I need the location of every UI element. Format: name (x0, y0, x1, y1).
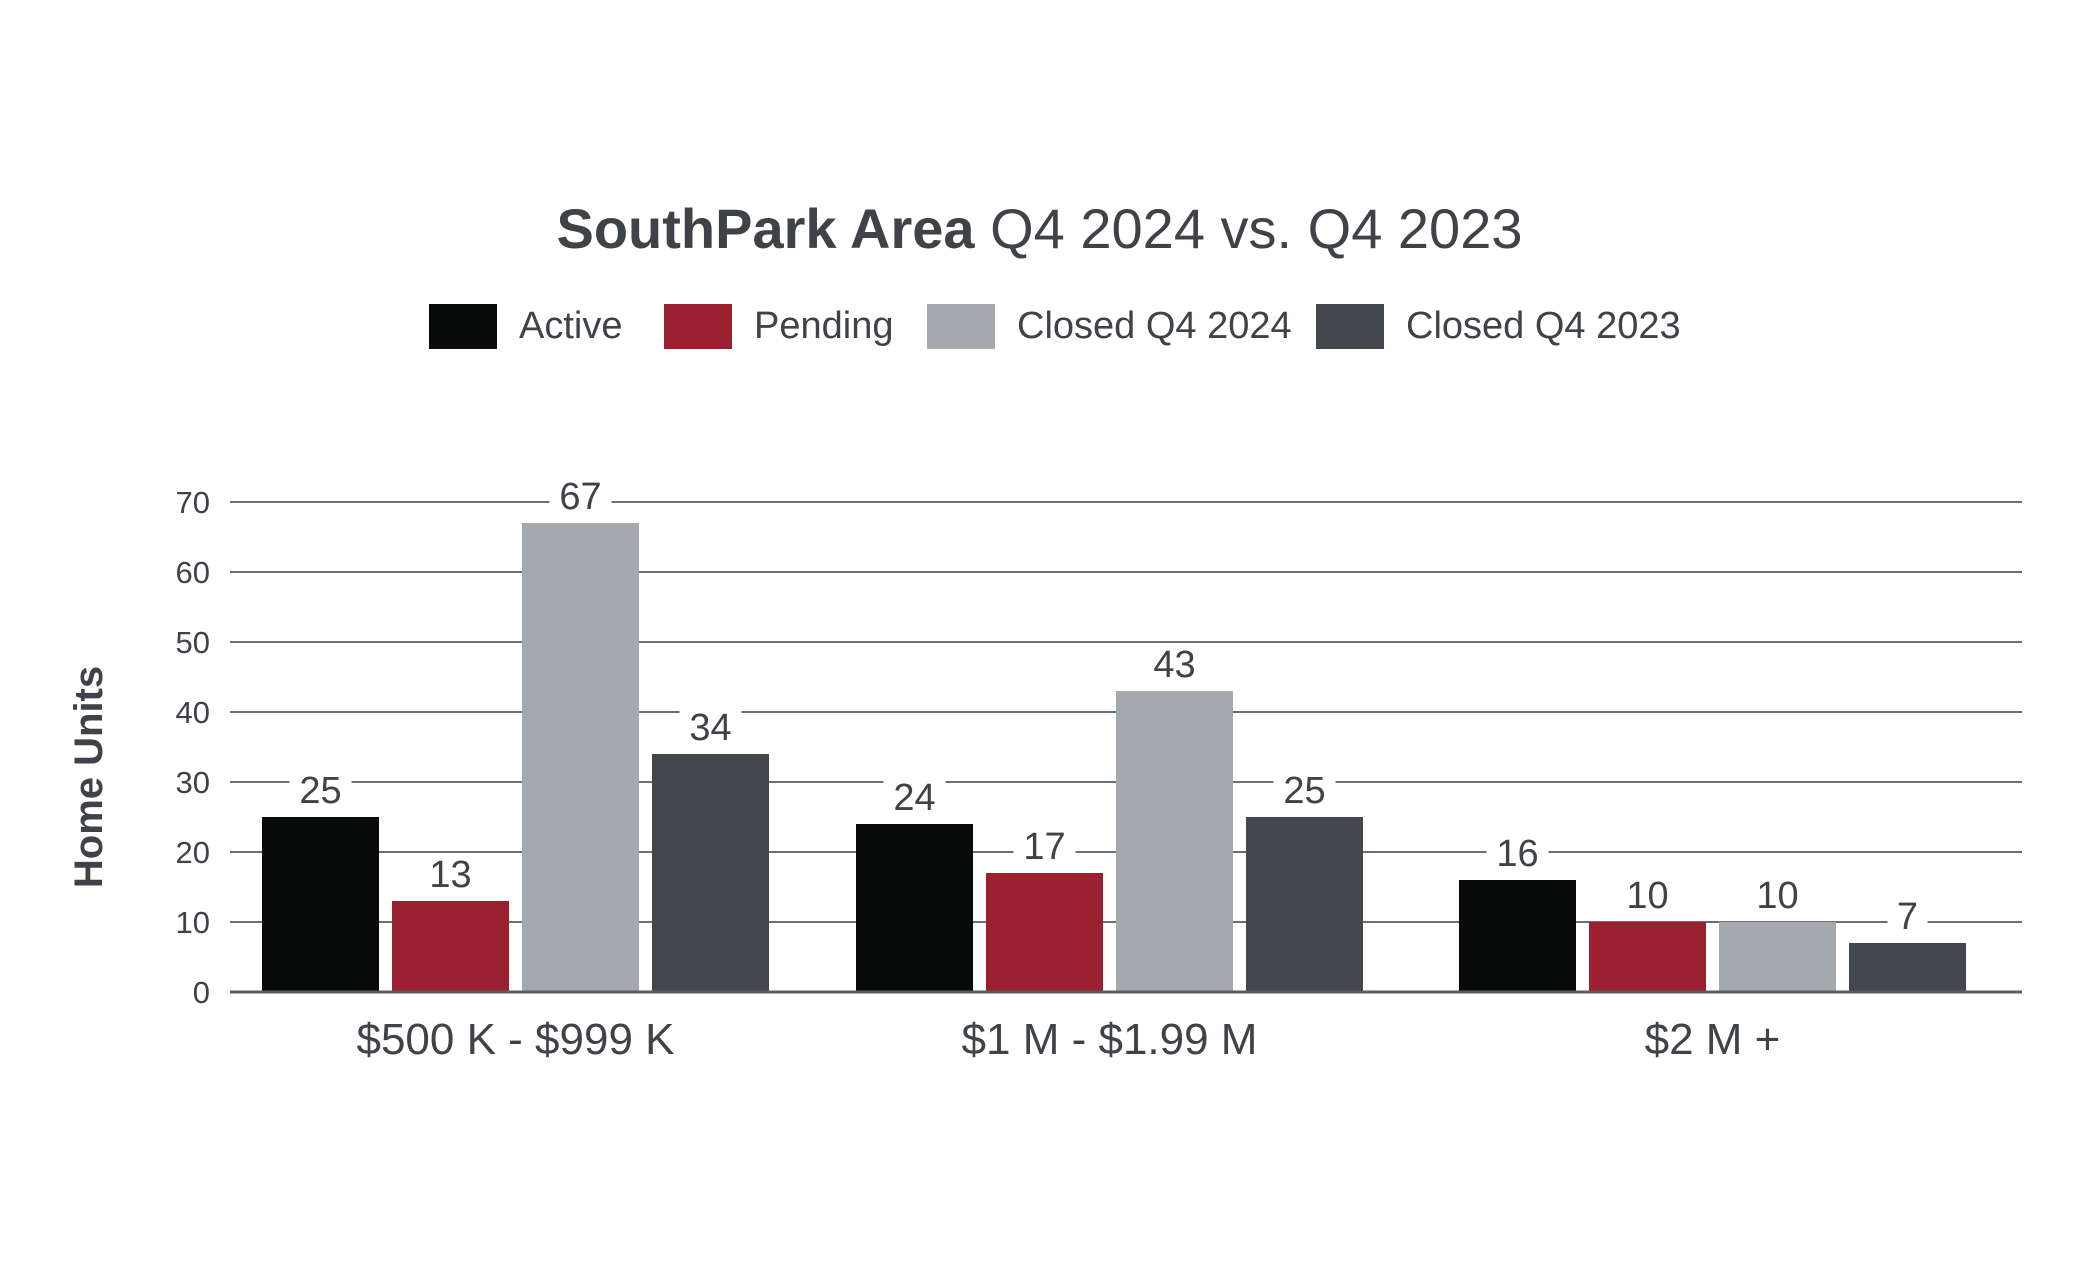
y-tick-label: 50 (176, 625, 210, 660)
bar-closed-q4-2024-2 (1719, 922, 1836, 992)
legend-item-closed-q4-2024: Closed Q4 2024 (927, 300, 1292, 352)
data-label-bg (289, 769, 352, 809)
data-label: 17 (1023, 826, 1065, 868)
bar-closed-q4-2024-0 (522, 523, 639, 992)
data-label: 10 (1756, 875, 1798, 917)
legend-label-active: Active (519, 304, 623, 347)
data-label: 67 (559, 476, 601, 518)
data-label-bg (883, 776, 946, 816)
chart-title-bold: SouthPark Area (556, 197, 975, 260)
data-label-bg (1887, 895, 1928, 935)
data-label-bg (1486, 832, 1549, 872)
data-label-bg (1013, 825, 1076, 865)
data-label-bg (1746, 874, 1809, 914)
bar-pending-0 (392, 901, 509, 992)
data-label: 13 (429, 854, 471, 896)
data-label-bg (679, 706, 742, 746)
legend-item-closed-q4-2023: Closed Q4 2023 (1316, 300, 1681, 352)
bar-closed-q4-2023-2 (1849, 943, 1966, 992)
data-label-bg (419, 853, 482, 893)
bar-active-2 (1459, 880, 1576, 992)
data-label: 25 (299, 770, 341, 812)
bar-pending-1 (986, 873, 1103, 992)
bar-pending-2 (1589, 922, 1706, 992)
data-label-bg (1616, 874, 1679, 914)
data-label: 43 (1153, 644, 1195, 686)
data-label: 10 (1626, 875, 1668, 917)
data-label: 25 (1283, 770, 1325, 812)
y-tick-label: 20 (176, 835, 210, 870)
bar-closed-q4-2024-1 (1116, 691, 1233, 992)
data-labels: 25 13 67 34 24 17 43 25 16 10 10 7 (289, 475, 1928, 938)
data-label: 34 (689, 707, 731, 749)
y-tick-label: 60 (176, 555, 210, 590)
bar-active-1 (856, 824, 973, 992)
legend-label-closed-q4-2023: Closed Q4 2023 (1406, 304, 1681, 347)
bar-closed-q4-2023-1 (1246, 817, 1363, 992)
x-category-label: $500 K - $999 K (356, 1015, 674, 1064)
x-category-label: $2 M + (1645, 1015, 1781, 1064)
legend-label-closed-q4-2024: Closed Q4 2024 (1017, 304, 1292, 347)
legend-label-pending: Pending (754, 304, 894, 347)
y-tick-label: 40 (176, 695, 210, 730)
data-label: 24 (893, 777, 935, 819)
data-label-bg (1143, 643, 1206, 683)
data-label-bg (1273, 769, 1336, 809)
legend-item-pending: Pending (664, 300, 893, 352)
axes: 0 10 20 30 40 50 60 70 Home Units $500 K - $999 K… (67, 485, 2022, 1064)
bar-closed-q4-2023-0 (652, 754, 769, 992)
y-tick-label: 0 (193, 975, 210, 1010)
y-tick-label: 30 (176, 765, 210, 800)
data-label: 7 (1897, 896, 1918, 938)
chart-legend: Active Pending Closed Q4 2024 Closed Q4 … (0, 300, 2079, 352)
bar-active-0 (262, 817, 379, 992)
legend-swatch-closed-q4-2023 (1316, 303, 1384, 349)
y-tick-label: 10 (176, 905, 210, 940)
y-axis-label: Home Units (67, 666, 111, 888)
legend-swatch-active (429, 303, 497, 349)
bars (262, 523, 1966, 992)
legend-swatch-pending (664, 303, 732, 349)
legend-item-active: Active (429, 300, 622, 352)
chart-title: SouthPark Area Q4 2024 vs. Q4 2023 (0, 196, 2079, 261)
data-label-bg (549, 475, 612, 515)
data-label: 16 (1496, 833, 1538, 875)
legend-swatch-closed-q4-2024 (927, 303, 995, 349)
y-tick-label: 70 (176, 485, 210, 520)
x-category-label: $1 M - $1.99 M (962, 1015, 1258, 1064)
chart-title-rest: Q4 2024 vs. Q4 2023 (990, 197, 1523, 260)
